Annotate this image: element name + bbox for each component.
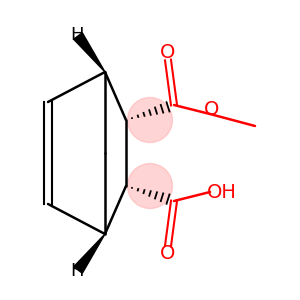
Circle shape <box>128 164 172 208</box>
Text: OH: OH <box>207 182 237 202</box>
Text: H: H <box>70 26 83 44</box>
Circle shape <box>128 98 172 142</box>
Polygon shape <box>74 234 105 273</box>
Text: H: H <box>70 262 83 280</box>
Text: O: O <box>160 244 176 263</box>
Text: O: O <box>204 100 219 119</box>
Text: O: O <box>160 43 176 62</box>
Polygon shape <box>74 33 105 72</box>
